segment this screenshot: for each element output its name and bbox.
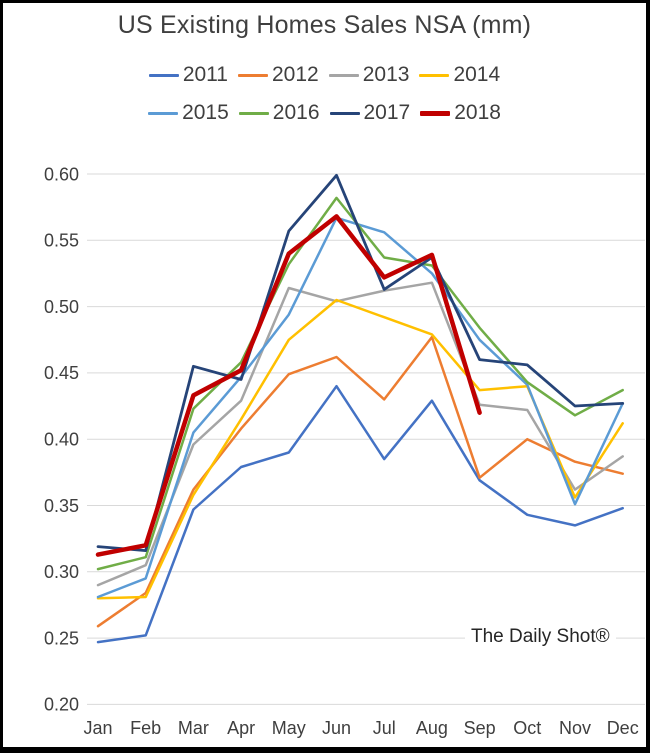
x-axis-tick-label: Apr	[227, 718, 255, 738]
x-axis-tick-label: Aug	[416, 718, 448, 738]
chart-title: US Existing Homes Sales NSA (mm)	[117, 11, 532, 39]
series-line-2018	[95, 214, 482, 557]
x-axis-tick-label: Dec	[607, 718, 639, 738]
legend-label: 2011	[182, 63, 228, 86]
x-axis-tick-label: Sep	[464, 718, 496, 738]
legend-row: 2011 2012 2013 2014	[148, 63, 500, 87]
legend-item-2018: 2018	[420, 101, 501, 125]
y-axis-tick-label: 0.40	[44, 430, 79, 450]
x-axis-tick-label: Mar	[178, 718, 209, 738]
y-axis-tick-label: 0.35	[44, 496, 79, 516]
legend-swatch-2013	[328, 73, 359, 77]
series-line-2016	[96, 196, 624, 571]
legend-item-2016: 2016	[238, 101, 320, 125]
legend-swatch-2011	[148, 73, 179, 77]
y-axis-tick-label: 0.45	[44, 363, 79, 383]
y-axis-tick-label: 0.55	[44, 231, 79, 251]
legend-label: 2017	[363, 101, 411, 124]
y-axis-tick-label: 0.20	[44, 695, 79, 715]
legend-item-2014: 2014	[419, 63, 500, 87]
series-line-2012	[96, 335, 624, 628]
chart-legend: 2011 2012 2013 2014 2015 2016 2017 2018	[3, 63, 646, 125]
legend-label: 2012	[272, 63, 319, 86]
legend-swatch-2014	[419, 73, 450, 77]
watermark-label: The Daily Shot®	[465, 625, 616, 649]
legend-item-2011: 2011	[148, 63, 228, 87]
legend-label: 2014	[453, 63, 501, 86]
x-axis-tick-label: May	[272, 718, 306, 738]
legend-label: 2018	[454, 101, 501, 124]
legend-swatch-2012	[238, 73, 268, 77]
legend-swatch-2016	[238, 111, 269, 115]
legend-item-2012: 2012	[238, 63, 319, 87]
legend-row: 2015 2016 2017 2018	[148, 101, 501, 125]
series-line-2013	[96, 281, 624, 587]
y-axis-tick-label: 0.30	[44, 562, 79, 582]
y-axis-tick-label: 0.60	[44, 164, 79, 184]
x-axis-tick-label: Nov	[559, 718, 591, 738]
legend-swatch-2018	[420, 110, 451, 116]
legend-label: 2016	[272, 101, 320, 124]
x-axis-tick-label: Oct	[513, 718, 541, 738]
series-line-2015	[96, 216, 624, 599]
legend-item-2013: 2013	[328, 63, 410, 87]
legend-swatch-2017	[329, 111, 360, 115]
legend-item-2015: 2015	[148, 101, 229, 125]
x-axis-tick-label: Feb	[130, 718, 161, 738]
chart-svg: 0.20 0.25 0.30 0.35 0.40 0.45 0.50 0.55 0.60 Jan F…	[44, 164, 645, 738]
legend-label: 2013	[362, 63, 410, 86]
x-axis-tick-label: Jan	[83, 718, 112, 738]
legend-item-2017: 2017	[329, 101, 411, 125]
y-axis-tick-label: 0.50	[44, 297, 79, 317]
series-line-2017	[96, 173, 625, 552]
legend-label: 2015	[182, 101, 229, 124]
x-axis-tick-label: Jun	[322, 718, 351, 738]
legend-swatch-2015	[148, 111, 179, 115]
x-axis-tick-label: Jul	[373, 718, 396, 738]
series-line-2011	[96, 384, 624, 644]
y-axis-tick-label: 0.25	[44, 628, 79, 648]
